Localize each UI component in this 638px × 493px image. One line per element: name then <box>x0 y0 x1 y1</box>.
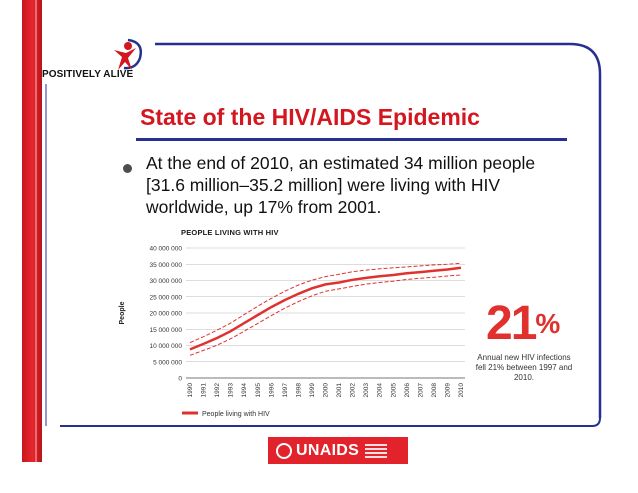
x-tick-label: 1992 <box>214 383 221 398</box>
hiv-line-chart: 0 5 000 000 10 000 000 15 000 000 20 000 000… <box>119 246 465 418</box>
series-line <box>189 266 462 351</box>
y-tick-label: 30 000 000 <box>149 278 182 285</box>
x-tick-label: 1999 <box>309 383 316 398</box>
x-tick-labels: 1990 1991 1992 1993 1994 1995 1996 1997 1998 1999… <box>187 383 465 398</box>
series-lower-bound <box>189 274 462 356</box>
callout-note: Annual new HIV infections fell 21% betwe… <box>475 353 573 382</box>
y-tick-labels: 0 5 000 000 10 000 000 15 000 000 20 000 000… <box>149 246 182 383</box>
legend-label: People living with HIV <box>202 411 270 418</box>
x-tick-label: 2004 <box>377 383 384 398</box>
chart-grid <box>186 247 465 379</box>
x-tick-label: 1991 <box>201 383 208 398</box>
y-tick-label: 5 000 000 <box>153 359 182 366</box>
bullet-dot-icon <box>123 164 132 173</box>
series-upper-bound <box>189 262 462 344</box>
x-tick-label: 1994 <box>241 383 248 398</box>
y-tick-label: 10 000 000 <box>149 343 182 350</box>
x-tick-label: 1995 <box>255 383 262 398</box>
x-tick-label: 2009 <box>444 383 451 398</box>
x-tick-label: 2001 <box>336 383 343 398</box>
un-emblem-icon <box>276 442 292 459</box>
x-tick-label: 2002 <box>350 383 357 398</box>
left-red-bar <box>22 0 42 462</box>
x-tick-label: 2007 <box>417 383 424 398</box>
x-tick-label: 1996 <box>268 383 275 398</box>
x-tick-label: 2003 <box>363 383 370 398</box>
y-tick-label: 35 000 000 <box>149 262 182 269</box>
chart-title: PEOPLE LIVING WITH HIV <box>181 228 279 237</box>
x-tick-label: 1998 <box>295 383 302 398</box>
unaids-logo: UNAIDS <box>268 437 408 464</box>
y-tick-label: 15 000 000 <box>149 327 182 334</box>
x-tick-label: 1997 <box>282 383 289 398</box>
unaids-fine-print-icon <box>365 442 388 460</box>
chart-series <box>189 262 462 356</box>
callout-number: 21 <box>486 297 537 350</box>
x-tick-label: 2006 <box>404 383 411 398</box>
y-tick-label: 25 000 000 <box>149 294 182 301</box>
x-tick-label: 2005 <box>390 383 397 398</box>
x-tick-label: 1990 <box>187 383 194 398</box>
unaids-wordmark: UNAIDS <box>296 441 360 459</box>
y-tick-label: 20 000 000 <box>149 311 182 318</box>
callout-percent-symbol: % <box>535 308 561 339</box>
positively-alive-logo-icon <box>114 38 142 70</box>
callout-percent: 21% <box>486 300 560 348</box>
x-tick-label: 2000 <box>323 383 330 398</box>
x-tick-label: 1993 <box>228 383 235 398</box>
y-axis-label: People <box>119 301 126 324</box>
x-tick-label: 2008 <box>431 383 438 398</box>
logo-text: POSITIVELY ALIVE <box>42 69 134 80</box>
y-tick-label: 0 <box>178 376 182 383</box>
y-tick-label: 40 000 000 <box>149 246 182 253</box>
slide-title: State of the HIV/AIDS Epidemic <box>140 104 480 130</box>
title-underline <box>136 138 567 141</box>
x-tick-label: 2010 <box>458 383 465 398</box>
bullet-text: At the end of 2010, an estimated 34 mill… <box>146 153 536 217</box>
